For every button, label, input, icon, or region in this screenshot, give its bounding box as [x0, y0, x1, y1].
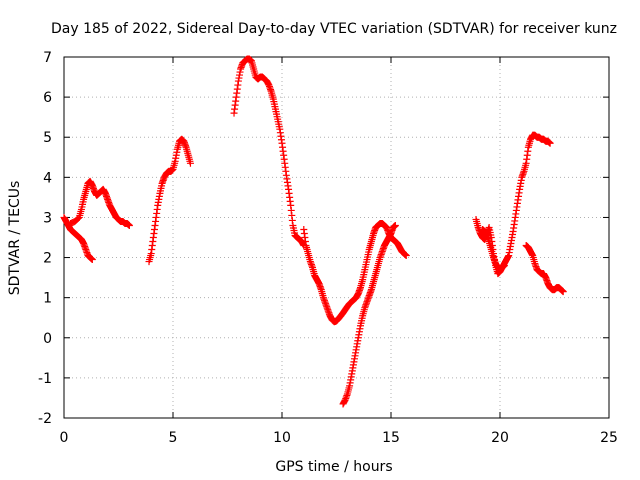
- x-tick-label: 0: [60, 430, 69, 446]
- data-point: [125, 221, 133, 229]
- grid-lines: [64, 57, 609, 418]
- x-tick-label: 25: [600, 430, 618, 446]
- y-tick-labels: -2 -1 0 1 2 3 4 5 6 7: [38, 50, 52, 427]
- y-tick-label: 5: [43, 130, 52, 146]
- y-axis-label: SDTVAR / TECUs: [7, 181, 23, 296]
- data-point: [391, 221, 399, 229]
- y-tick-label: -1: [38, 371, 52, 387]
- data-point: [88, 256, 96, 264]
- data-marks: [60, 55, 567, 408]
- data-point: [402, 252, 410, 260]
- x-tick-label: 20: [491, 430, 509, 446]
- y-tick-label: -2: [38, 411, 52, 427]
- y-tick-label: 6: [43, 90, 52, 106]
- y-tick-label: 0: [43, 331, 52, 347]
- data-point: [500, 262, 508, 270]
- data-point: [74, 214, 82, 222]
- data-point: [546, 139, 554, 147]
- y-tick-label: 2: [43, 251, 52, 267]
- x-tick-label: 5: [169, 430, 178, 446]
- y-tick-label: 1: [43, 291, 52, 307]
- y-tick-label: 3: [43, 210, 52, 226]
- chart-title: Day 185 of 2022, Sidereal Day-to-day VTE…: [51, 21, 617, 37]
- x-tick-labels: 0 5 10 15 20 25: [60, 430, 618, 446]
- axis-ticks: [63, 56, 610, 419]
- plot-frame: [63, 56, 610, 419]
- data-point: [559, 288, 567, 296]
- x-tick-label: 15: [382, 430, 400, 446]
- y-tick-label: 4: [43, 170, 52, 186]
- x-tick-label: 10: [273, 430, 291, 446]
- data-point: [186, 159, 194, 167]
- x-axis-label: GPS time / hours: [275, 459, 392, 475]
- y-tick-label: 7: [43, 50, 52, 66]
